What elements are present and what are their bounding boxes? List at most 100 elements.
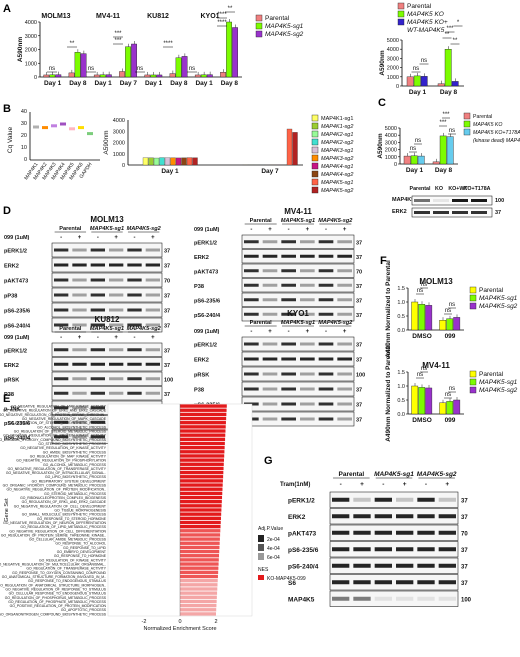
blot-g-row-label: pAKT473 (288, 530, 317, 537)
blot-g-band (417, 530, 435, 535)
blot-d-sign: - (325, 329, 327, 335)
chart-a-left-bar (74, 52, 81, 78)
chart-a-left-legend-swatch (255, 30, 263, 38)
chart-f-molm13-bar (425, 305, 433, 331)
chart-f-legend-swatch (469, 286, 477, 294)
blot-d-band (318, 417, 334, 421)
chart-a-right-ytick-label: 3000 (387, 56, 399, 62)
panel-letter-d: D (3, 205, 11, 217)
panel-letter-e: E (3, 393, 10, 405)
blot-d-band (281, 298, 296, 302)
blot-d-mw: 37 (356, 418, 362, 424)
chart-e-geneset-label: GO_NEGATIVE_REGULATION_OF_MAPK_CASCADE (22, 417, 107, 421)
blot-d-band (300, 342, 315, 346)
chart-e-geneset-label: GO_RESPONSE_TO_ENDOGENOUS_STIMULUS (28, 579, 107, 583)
blot-c-band (414, 199, 430, 202)
chart-e-geneset-label: GO_NEGATIVE_REGULATION_OF_MULTICELLULAR_… (0, 563, 106, 567)
blot-d-band (337, 417, 352, 421)
blot-g-band (438, 497, 456, 502)
blot-g-band (396, 563, 414, 568)
blot-d-band (54, 263, 69, 267)
chart-e-geneset-label: GO_CELLULAR_RESPONSE_TO_ENDOGENOUS_STIMU… (9, 592, 107, 596)
blot-d-band (72, 435, 87, 439)
chart-b-legend-swatch (311, 146, 319, 154)
chart-e-geneset-label: GO_RESPIRATORY_SYSTEM_DEVELOPMENT (32, 479, 106, 483)
blot-d-band (244, 342, 259, 346)
blot-d-band (318, 312, 334, 316)
blot-d-row-label: pERK1/2 (4, 249, 27, 255)
blot-d-sign: + (306, 329, 310, 335)
chart-e-bar (180, 612, 216, 616)
blot-d-row-label: P38 (4, 392, 14, 398)
blot-d-row-label: pS6-240/4 (4, 324, 31, 330)
blot-d-sign: - (250, 227, 252, 233)
blot-d-mw: 37 (164, 249, 170, 255)
blot-g-band (374, 580, 392, 585)
chart-c-legend-swatch (463, 120, 471, 128)
chart-e-bar (180, 529, 221, 533)
chart-e-bar (180, 533, 221, 537)
chart-a-left-bar (156, 74, 163, 78)
blot-d-band (244, 312, 259, 316)
chart-e-bar (180, 508, 222, 512)
chart-f-mv411-ytick-label: 1.0 (397, 384, 405, 390)
blot-d-group: MAP4K5-sg1 (90, 226, 124, 232)
blot-d-band (262, 269, 278, 273)
blot-d-row-label: ERK2 (4, 264, 19, 270)
blot-d-band (54, 323, 69, 327)
blot-d-band (262, 342, 278, 346)
chart-e-bar (180, 500, 222, 504)
blot-d-sign: + (343, 227, 347, 233)
chart-e-geneset-label: GO_REGULATION_OF_LIPID_METABOLIC_PROCESS (20, 525, 106, 529)
blot-d-group: Parental (59, 226, 82, 232)
blot-d-sign: + (114, 235, 118, 241)
chart-f-molm13-ytick-label: 0.5 (397, 314, 405, 320)
blot-g-band (417, 563, 435, 568)
blot-d-sign: + (268, 329, 272, 335)
blot-g-row-label: S6 (288, 580, 296, 587)
panel-letter-b: B (3, 103, 11, 115)
blot-g-band (332, 596, 350, 601)
blot-d-strip (241, 234, 355, 249)
chart-a-right-bar (451, 81, 459, 87)
chart-e-bar (180, 545, 220, 550)
chart-b-legend-swatch (311, 170, 319, 178)
chart-a-left-x-label: Day 8 (221, 80, 239, 87)
blot-g-band (438, 514, 456, 519)
blot-d-band (281, 357, 296, 361)
chart-a-left: 0 1000 2000 3000 4000 Day 1 Day 8 Day 1 Day 7 Day… (17, 6, 304, 87)
blot-d-sign: - (134, 335, 136, 341)
blot-d-sign: - (325, 227, 327, 233)
blot-d-group: MAP4K5-sg2 (318, 320, 353, 326)
blot-g-band (417, 497, 435, 502)
chart-e-geneset-label: GO_NEGATIVE_REGULATION_OF_INTRACELLULAR_… (6, 471, 106, 475)
chart-c-legend-swatch (463, 128, 471, 136)
chart-a-left-legend-swatch (255, 14, 263, 22)
chart-e-legend-title: Adj.P.Value (258, 526, 283, 532)
blot-d-band (54, 293, 69, 297)
chart-a-sig: **** (217, 12, 227, 18)
chart-a-right-ytick-label: 2000 (387, 66, 399, 72)
blot-d-band (127, 248, 142, 252)
chart-a-right-bar (406, 76, 414, 87)
blot-g-sign: - (382, 481, 384, 488)
blot-c-band (433, 199, 449, 202)
chart-e-xtick: 2 (214, 619, 217, 625)
blot-d-strip (51, 342, 163, 357)
chart-b-legend-entry: MAP4K2-sg2 (321, 140, 353, 146)
blot-d-band (72, 377, 87, 381)
chart-a-right-ytick-label: 1000 (387, 75, 399, 81)
chart-e-geneset-label: GO_LIPID_BIOSYNTHETIC_PROCESS (45, 475, 107, 479)
chart-a-right-sig: * (457, 20, 460, 26)
chart-a-left-bar (220, 71, 226, 78)
blot-d-treatment: 099 (1uM) (4, 335, 30, 341)
chart-a-left-bar (105, 74, 112, 78)
chart-e-geneset-label: GO_ORGANONITROGEN_COMPOUND_BIOSYNTHETIC_… (0, 612, 107, 616)
chart-a-left-ytick-label: 0 (34, 75, 37, 81)
blot-d-strip (51, 371, 163, 386)
chart-e-geneset-label: GO_STEROID_METABOLIC_PROCESS (44, 492, 107, 496)
chart-a-sig: **** (217, 20, 227, 26)
blot-d-band (145, 278, 160, 282)
blot-g-band (396, 530, 414, 535)
